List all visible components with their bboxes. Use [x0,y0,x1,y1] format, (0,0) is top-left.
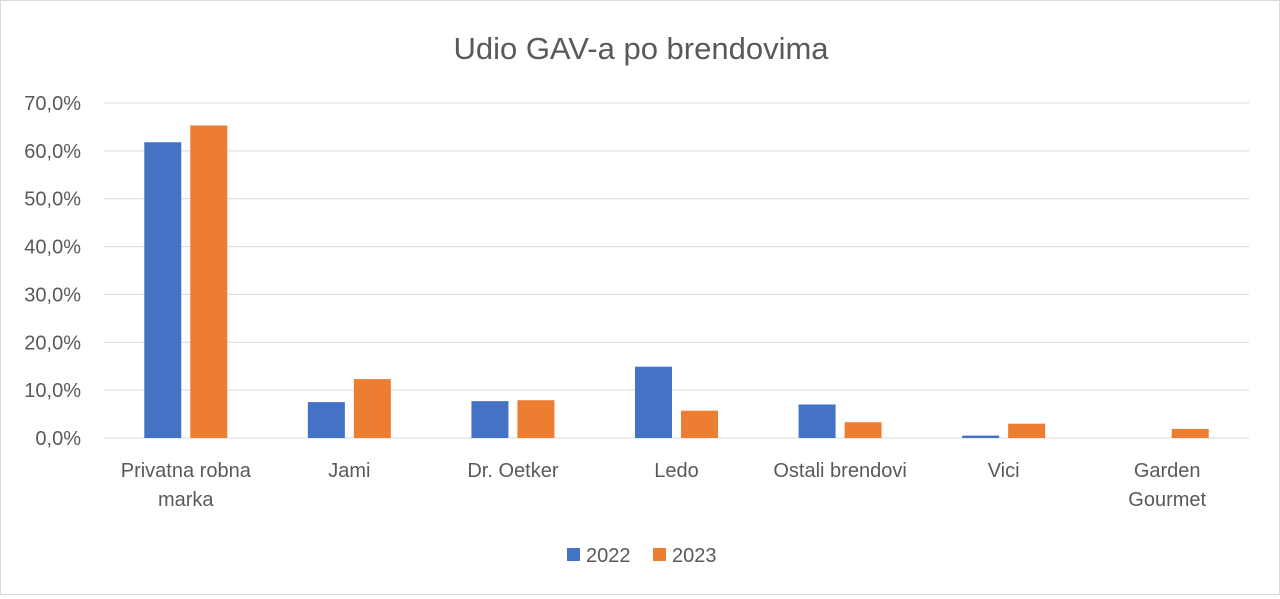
bar-2022 [798,404,836,438]
y-tick-label: 60,0% [24,141,81,163]
x-tick-label-line: Vici [988,460,1020,482]
y-tick-label: 50,0% [24,189,81,211]
bar-2023 [517,400,555,438]
bar-2022 [144,142,182,438]
legend: 2022 2023 [567,545,717,567]
y-axis-labels: 0,0% 10,0% 20,0% 30,0% 40,0% 50,0% 60,0% 70,0% [24,93,81,450]
legend-swatch-2022 [567,548,580,561]
x-tick-label: Vici [988,460,1020,482]
x-tick-label-line: Ledo [654,460,699,482]
bar-2023 [1171,428,1209,438]
bar-2023 [1008,423,1046,438]
legend-label: 2023 [672,545,717,567]
x-tick-label-line: Jami [328,460,370,482]
bar-2022 [962,435,1000,438]
legend-label: 2022 [586,545,631,567]
y-tick-label: 70,0% [24,93,81,115]
x-tick-label-line: Gourmet [1128,489,1206,511]
x-tick-label-line: Dr. Oetker [467,460,558,482]
x-tick-label-line: Garden [1134,460,1201,482]
bar-2022 [471,401,509,438]
bar-2023 [190,125,228,438]
x-tick-label-line: Ostali brendovi [773,460,906,482]
bar-2022 [635,366,672,438]
x-tick-label-line: marka [158,489,214,511]
gridlines [104,102,1249,439]
chart-title: Udio GAV-a po brendovima [453,31,829,66]
x-axis-labels: Privatna robna marka Jami Dr. Oetker Ledo Ost… [121,460,1207,511]
x-tick-label-line: Privatna robna [121,460,252,482]
y-tick-label: 20,0% [24,332,81,354]
bar-2022 [307,402,345,438]
y-tick-label: 40,0% [24,237,81,259]
x-tick-label: Ostali brendovi [773,460,906,482]
y-tick-label: 10,0% [24,380,81,402]
x-tick-label: Privatna robna marka [121,460,252,511]
x-tick-label: Jami [328,460,370,482]
bars [144,125,1209,438]
x-tick-label: Garden Gourmet [1128,460,1206,511]
y-tick-label: 0,0% [35,428,81,450]
bar-2023 [681,410,718,438]
bar-2023 [844,422,882,438]
x-tick-label: Dr. Oetker [467,460,558,482]
x-tick-label: Ledo [654,460,699,482]
bar-2023 [353,379,391,438]
y-tick-label: 30,0% [24,284,81,306]
legend-swatch-2023 [653,548,666,561]
